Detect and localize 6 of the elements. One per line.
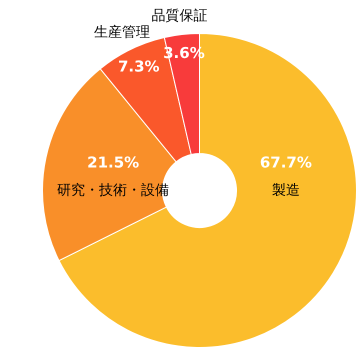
slice-label: 製造 [272, 182, 300, 198]
data-label: 67.7% [260, 154, 312, 172]
slice-label: 生産管理 [94, 24, 150, 41]
data-label: 7.3% [118, 57, 160, 76]
slice-label: 品質保証 [152, 8, 208, 24]
data-label: 21.5% [87, 154, 140, 172]
